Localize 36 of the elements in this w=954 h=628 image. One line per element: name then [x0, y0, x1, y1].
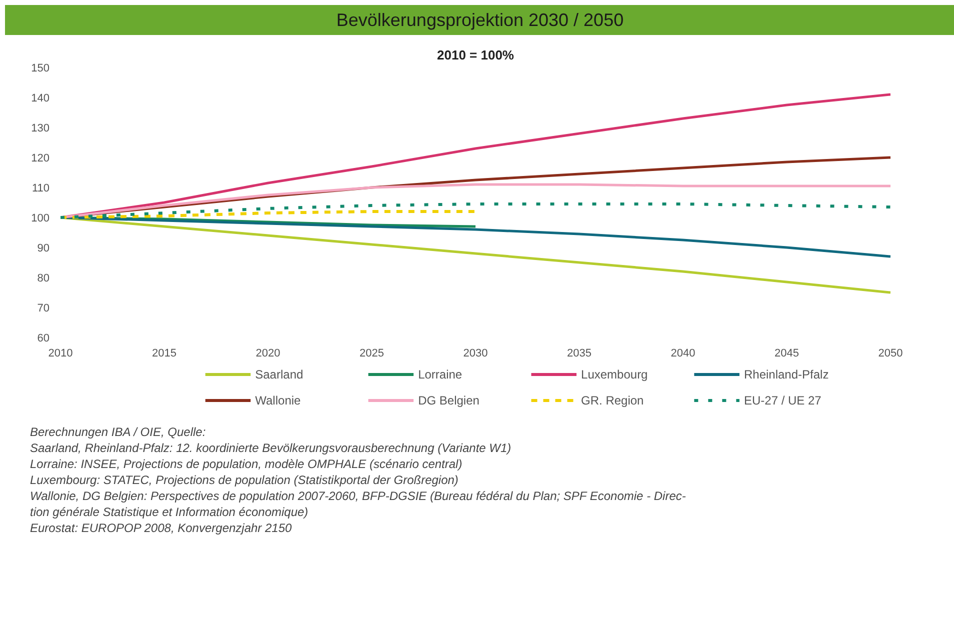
legend-label: Rheinland-Pfalz [744, 368, 829, 382]
y-tick-label: 130 [31, 122, 50, 134]
y-tick-label: 110 [32, 182, 50, 194]
x-tick-label: 2050 [878, 348, 903, 360]
x-tick-label: 2020 [256, 348, 280, 360]
text: Luxembourg: STATEC, Projections de population (Statistikportal der Großregion) [30, 473, 458, 487]
text: Lorraine: INSEE, Projections de population, modèle OMPHALE (scénario central) [30, 457, 462, 471]
chart-title: Bevölkerungsprojektion 2030 / 2050 [336, 9, 624, 32]
text: Wallonie, DG Belgien: Perspectives de population 2007-2060, BFP-DGSIE (Bureau fédéral du Plan; SPF Economie - Direc- [30, 489, 686, 503]
text: tion générale Statistique et Information économique) [30, 505, 308, 519]
chart-subtitle: 2010 = 100% [437, 48, 514, 62]
legend-label: DG Belgien [418, 394, 480, 408]
x-tick-label: 2015 [152, 348, 176, 360]
y-tick-label: 90 [37, 242, 50, 254]
y-tick-label: 140 [31, 92, 50, 104]
x-tick-label: 2040 [670, 348, 696, 360]
y-tick-label: 100 [31, 212, 50, 224]
text: Eurostat: EUROPOP 2008, Konvergenzjahr 2150 [30, 521, 292, 535]
x-tick-label: 2025 [360, 348, 384, 360]
x-tick-label: 2030 [463, 348, 488, 360]
legend-label: Saarland [255, 368, 304, 382]
y-tick-label: 120 [31, 152, 50, 164]
legend-label: Wallonie [255, 394, 302, 408]
y-tick-label: 60 [37, 332, 50, 344]
legend-label: EU-27 / UE 27 [744, 394, 822, 408]
x-tick-label: 2045 [774, 348, 799, 360]
text: Berechnungen IBA / OIE, Quelle: [30, 425, 206, 439]
y-tick-label: 70 [37, 302, 50, 314]
text: Saarland, Rheinland-Pfalz: 12. koordinierte Bevölkerungsvorausberechnung (Variante W1) [30, 441, 512, 455]
legend-label: GR. Region [581, 394, 644, 408]
legend-label: Lorraine [418, 368, 462, 382]
y-tick-label: 80 [37, 272, 50, 284]
legend-label: Luxembourg [581, 368, 648, 382]
x-tick-label: 2010 [48, 348, 73, 360]
x-tick-label: 2035 [567, 348, 592, 360]
y-tick-label: 150 [31, 62, 50, 74]
